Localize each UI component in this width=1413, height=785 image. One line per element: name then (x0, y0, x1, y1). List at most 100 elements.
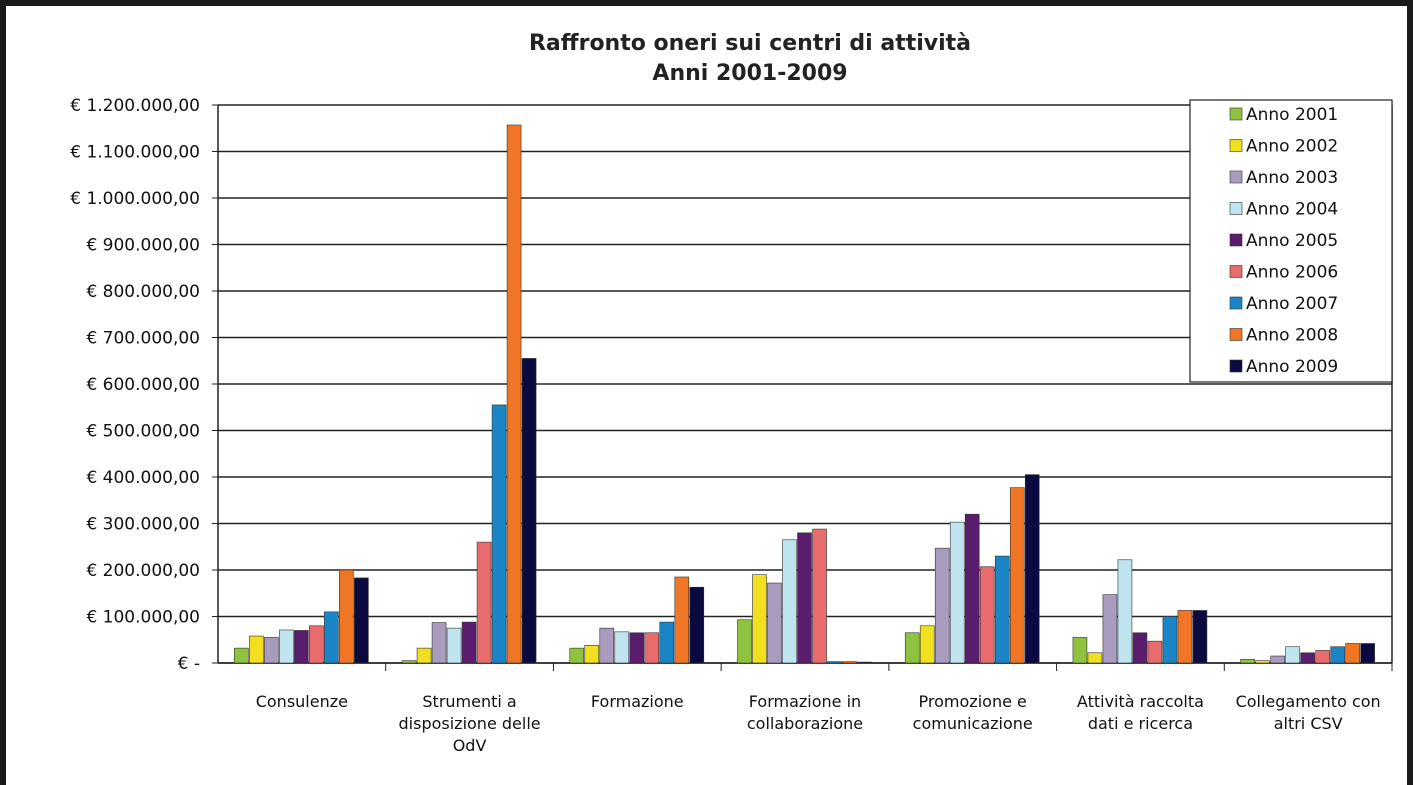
bar (521, 358, 537, 664)
legend-label: Anno 2006 (1246, 263, 1338, 283)
bar (812, 528, 827, 664)
bar (797, 532, 812, 664)
bar (1087, 652, 1103, 664)
bar (1255, 660, 1270, 664)
bar (964, 513, 980, 664)
x-tick-label: Attività raccolta dati e ricerca (1076, 692, 1204, 733)
bar (446, 627, 462, 664)
bar (827, 661, 842, 664)
y-tick-label: € 800.000,00 (86, 282, 200, 302)
bar (354, 577, 369, 664)
bar (1024, 474, 1040, 664)
legend-swatch (1229, 202, 1243, 215)
legend-label: Anno 2007 (1246, 294, 1338, 314)
bar (629, 632, 645, 664)
bar (1147, 640, 1163, 664)
legend-swatch (1229, 328, 1243, 341)
y-tick-label: € 1.200.000,00 (70, 96, 200, 116)
y-tick-label: € 500.000,00 (86, 422, 200, 442)
x-tick-label: Strumenti a disposizione delle OdV (398, 692, 541, 755)
bar (1132, 632, 1148, 664)
bar (491, 404, 507, 664)
bar (659, 621, 675, 664)
y-tick-label: € 600.000,00 (86, 375, 200, 395)
y-tick-label: € 900.000,00 (86, 236, 200, 256)
bar (1345, 643, 1360, 664)
legend-swatch (1229, 139, 1243, 152)
bar (309, 625, 324, 664)
chart-title: Raffronto oneri sui centri di attività (529, 31, 971, 56)
legend-label: Anno 2009 (1246, 357, 1338, 377)
y-tick-label: € 300.000,00 (86, 515, 200, 535)
x-tick-label: Collegamento con altri CSV (1235, 692, 1381, 733)
x-tick-label: Formazione in collaborazione (746, 692, 864, 733)
bar (599, 627, 615, 664)
bar (1270, 655, 1285, 664)
bar (614, 631, 630, 664)
chart-subtitle: Anni 2001-2009 (652, 61, 847, 86)
bar (1072, 637, 1088, 664)
bar (1315, 650, 1330, 664)
bar (1360, 643, 1375, 664)
legend-box (1189, 99, 1393, 383)
legend-swatch (1229, 265, 1243, 278)
bar (431, 622, 447, 664)
bar (979, 566, 995, 664)
bar (782, 539, 797, 664)
bar (249, 635, 264, 664)
y-tick-label: € 1.100.000,00 (70, 143, 200, 163)
legend-swatch (1229, 170, 1243, 184)
bar (767, 582, 782, 664)
legend-swatch (1229, 233, 1243, 247)
bar (461, 621, 477, 664)
bar (279, 629, 294, 664)
bar (752, 574, 767, 664)
x-tick-label: Consulenze (255, 692, 348, 711)
bar (1285, 646, 1300, 664)
bar (934, 547, 950, 664)
bar (674, 576, 690, 664)
y-tick-label: € 700.000,00 (86, 329, 200, 349)
legend-label: Anno 2001 (1246, 105, 1338, 125)
legend-label: Anno 2008 (1246, 326, 1338, 346)
bar (1009, 487, 1025, 664)
legend-label: Anno 2005 (1246, 231, 1338, 251)
bar (234, 647, 249, 664)
bar (1162, 616, 1178, 664)
bar (324, 611, 339, 664)
legend-label: Anno 2002 (1246, 137, 1338, 157)
y-tick-label: € 200.000,00 (86, 561, 200, 581)
bar (506, 124, 522, 664)
bar (1192, 610, 1208, 664)
bar (644, 632, 660, 664)
bar (1117, 559, 1133, 664)
bar (919, 625, 935, 664)
legend-swatch (1229, 296, 1243, 310)
bar (1330, 646, 1345, 664)
legend-swatch (1229, 107, 1243, 121)
y-tick-label: € 1.000.000,00 (70, 189, 200, 209)
bar (584, 645, 600, 664)
bar (737, 619, 752, 664)
bar (842, 661, 857, 664)
x-tick-label: Formazione (590, 692, 684, 711)
bar (1102, 594, 1118, 664)
bar (339, 569, 354, 664)
bar (1300, 652, 1315, 664)
y-tick-label: € 400.000,00 (86, 468, 200, 488)
legend-label: Anno 2003 (1246, 168, 1338, 188)
bar (949, 521, 965, 664)
legend-swatch (1229, 359, 1243, 373)
bar (264, 637, 279, 664)
bar (689, 586, 705, 664)
bar (569, 647, 585, 664)
bar (476, 541, 492, 664)
bar (294, 630, 309, 664)
bar (1240, 658, 1255, 664)
bar (1177, 610, 1193, 664)
bar (401, 660, 417, 664)
x-tick-label: Promozione e comunicazione (912, 692, 1033, 733)
